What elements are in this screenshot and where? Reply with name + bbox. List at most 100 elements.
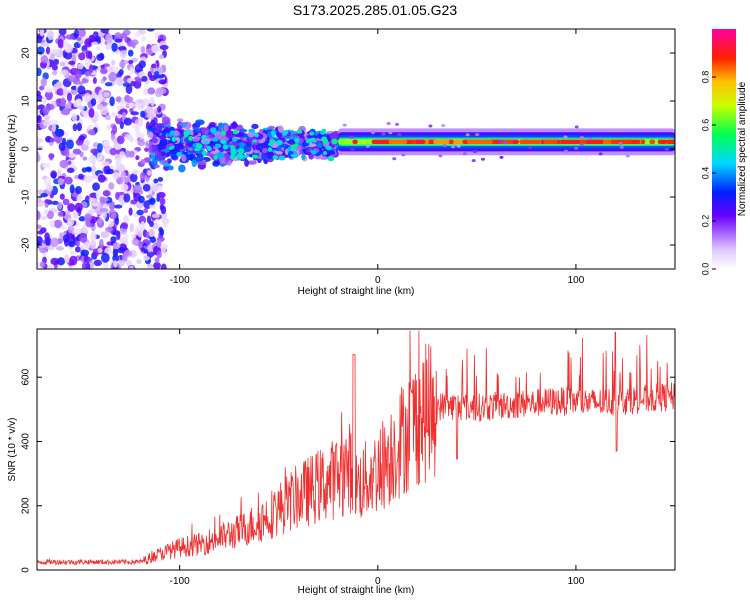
heatmap-ytick-label: -20 bbox=[21, 237, 32, 252]
onset-blob bbox=[183, 151, 189, 155]
noise-blob bbox=[103, 91, 110, 98]
noise-blob bbox=[84, 213, 93, 222]
heatmap-ytick-label: 0 bbox=[21, 146, 32, 152]
noise-blob bbox=[108, 182, 115, 190]
onset-blob bbox=[251, 123, 259, 130]
noise-blob bbox=[124, 176, 129, 184]
noise-blob bbox=[128, 102, 137, 108]
onset-peak bbox=[319, 130, 326, 135]
snr-ytick-label: 600 bbox=[21, 368, 32, 385]
noise-blob bbox=[91, 41, 99, 46]
colorbar-tick-label: 0.2 bbox=[700, 215, 710, 228]
onset-blob bbox=[276, 146, 282, 152]
noise-blob bbox=[89, 64, 94, 74]
onset-blob bbox=[216, 151, 225, 159]
noise-blob bbox=[112, 124, 118, 135]
noise-blob bbox=[106, 124, 112, 131]
noise-blob bbox=[154, 257, 160, 264]
noise-blob bbox=[59, 193, 65, 200]
noise-blob bbox=[109, 201, 115, 211]
noise-blob bbox=[90, 231, 97, 242]
onset-blob bbox=[159, 139, 168, 147]
noise-blob bbox=[135, 131, 141, 138]
noise-blob bbox=[56, 246, 64, 251]
noise-blob bbox=[92, 77, 97, 85]
noise-blob bbox=[94, 35, 101, 42]
noise-blob bbox=[115, 217, 120, 225]
onset-blob bbox=[287, 139, 297, 145]
onset-peak bbox=[214, 143, 222, 149]
noise-blob bbox=[54, 128, 64, 137]
carrier-side-blob bbox=[625, 154, 630, 158]
onset-blob bbox=[261, 152, 267, 160]
noise-blob bbox=[119, 151, 126, 159]
noise-blob bbox=[39, 29, 45, 37]
noise-blob bbox=[53, 58, 60, 66]
onset-peak bbox=[171, 136, 177, 142]
noise-blob bbox=[69, 255, 78, 266]
noise-blob bbox=[90, 98, 97, 106]
onset-blob bbox=[247, 131, 255, 138]
onset-peak bbox=[254, 133, 259, 138]
noise-blob bbox=[128, 59, 134, 65]
onset-peak bbox=[210, 127, 217, 133]
noise-blob bbox=[116, 177, 124, 185]
noise-blob bbox=[85, 262, 91, 269]
noise-blob bbox=[79, 233, 88, 243]
noise-blob bbox=[92, 182, 100, 191]
noise-blob bbox=[149, 197, 156, 206]
noise-blob bbox=[67, 217, 75, 227]
noise-blob bbox=[83, 92, 92, 103]
noise-blob bbox=[46, 184, 54, 192]
onset-blob bbox=[185, 154, 194, 161]
noise-blob bbox=[149, 203, 156, 209]
noise-blob bbox=[135, 98, 145, 104]
onset-blob bbox=[247, 160, 257, 165]
noise-blob bbox=[75, 246, 81, 253]
noise-blob bbox=[62, 86, 68, 97]
noise-blob bbox=[69, 184, 75, 194]
onset-blob bbox=[208, 133, 216, 139]
noise-blob bbox=[78, 135, 86, 141]
noise-blob bbox=[84, 38, 93, 48]
heatmap-plot-area bbox=[37, 29, 675, 269]
carrier-side-blob bbox=[388, 131, 393, 135]
noise-blob bbox=[113, 260, 118, 268]
noise-blob bbox=[78, 52, 86, 61]
noise-blob bbox=[106, 65, 114, 73]
noise-blob bbox=[37, 224, 42, 230]
noise-blob bbox=[145, 105, 152, 115]
colorbar-label: Normalized spectral amplitude bbox=[737, 81, 748, 216]
onset-blob bbox=[330, 132, 339, 141]
noise-blob bbox=[76, 196, 82, 202]
onset-peak bbox=[201, 134, 207, 140]
noise-blob bbox=[132, 169, 139, 175]
carrier-side-blob bbox=[563, 135, 568, 139]
noise-blob bbox=[67, 225, 75, 234]
carrier-side-blob bbox=[392, 157, 397, 161]
noise-blob bbox=[119, 199, 126, 205]
carrier-peak bbox=[388, 139, 408, 144]
onset-blob bbox=[177, 118, 184, 123]
noise-blob bbox=[45, 87, 53, 93]
onset-peak bbox=[252, 139, 258, 143]
snr-frame bbox=[36, 328, 676, 571]
noise-blob bbox=[64, 176, 73, 185]
carrier-side-blob bbox=[401, 153, 406, 157]
carrier-side-blob bbox=[451, 145, 456, 149]
carrier-peak bbox=[433, 139, 450, 144]
onset-peak bbox=[168, 146, 173, 150]
noise-blob bbox=[133, 184, 142, 194]
noise-blob bbox=[42, 96, 47, 105]
noise-blob bbox=[64, 254, 69, 264]
onset-blob bbox=[242, 137, 248, 142]
noise-blob bbox=[94, 111, 99, 121]
noise-blob bbox=[112, 242, 121, 250]
heatmap-ytick-label: 10 bbox=[21, 95, 32, 107]
noise-blob bbox=[65, 34, 75, 40]
noise-blob bbox=[159, 204, 165, 211]
snr-ylabel: SNR (10 * v/v) bbox=[7, 418, 18, 482]
noise-blob bbox=[159, 44, 169, 51]
carrier-side-blob bbox=[574, 125, 579, 129]
noise-blob bbox=[97, 247, 103, 253]
